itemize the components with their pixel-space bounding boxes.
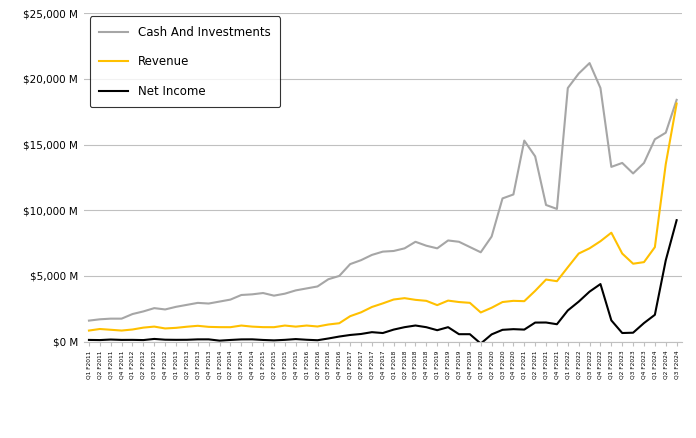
Revenue — [85, 328, 93, 333]
Net Income — [226, 337, 235, 343]
Legend: Cash And Investments, Revenue, Net Income: Cash And Investments, Revenue, Net Incom… — [90, 17, 280, 107]
Net Income — [662, 258, 670, 263]
Cash And Investments — [193, 300, 202, 306]
Revenue — [672, 101, 681, 106]
Revenue — [226, 325, 235, 330]
Line: Revenue: Revenue — [89, 103, 677, 331]
Line: Cash And Investments: Cash And Investments — [89, 63, 677, 321]
Net Income — [85, 337, 93, 343]
Cash And Investments — [150, 306, 159, 311]
Net Income — [477, 341, 485, 346]
Net Income — [150, 336, 159, 342]
Revenue — [607, 230, 615, 235]
Revenue — [193, 323, 202, 328]
Cash And Investments — [672, 97, 681, 102]
Revenue — [303, 323, 311, 328]
Net Income — [193, 337, 202, 342]
Net Income — [303, 337, 311, 343]
Net Income — [672, 218, 681, 223]
Cash And Investments — [303, 286, 311, 291]
Net Income — [618, 330, 626, 336]
Line: Net Income: Net Income — [89, 220, 677, 343]
Cash And Investments — [618, 160, 626, 166]
Revenue — [662, 162, 670, 167]
Cash And Investments — [662, 130, 670, 135]
Cash And Investments — [85, 318, 93, 323]
Revenue — [150, 324, 159, 329]
Cash And Investments — [226, 297, 235, 302]
Cash And Investments — [585, 60, 594, 66]
